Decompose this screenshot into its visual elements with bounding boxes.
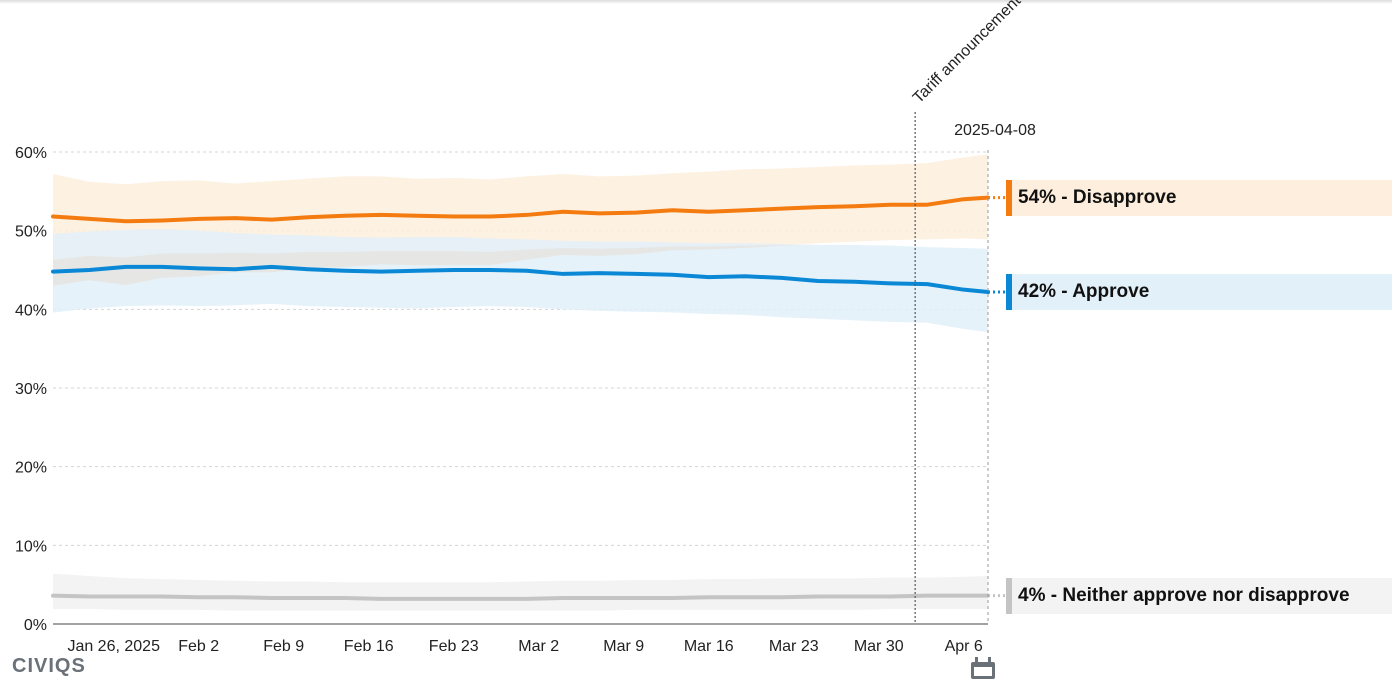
calendar-icon[interactable] (969, 657, 997, 679)
annotation-label: Tariff announcement (910, 0, 1025, 107)
x-tick-label: Mar 9 (603, 638, 644, 655)
legend-label: 42% - Approve (1018, 281, 1150, 302)
y-tick-label: 60% (15, 145, 47, 162)
legend-color-bar (1006, 180, 1012, 216)
confidence-band (53, 154, 988, 260)
x-axis: Jan 26, 2025 Feb 2 Feb 9 Feb 16 Feb 23 Mar 2 M… (67, 638, 982, 655)
y-tick-label: 10% (15, 538, 47, 555)
confidence-band (53, 573, 988, 611)
x-tick-label: Mar 30 (854, 638, 904, 655)
legend-neither[interactable]: 4% - Neither approve nor disapprove (1006, 578, 1392, 614)
x-tick-label: Feb 23 (429, 638, 479, 655)
legend-label: 4% - Neither approve nor disapprove (1018, 585, 1350, 606)
series-line (51, 593, 990, 601)
y-tick-label: 30% (15, 381, 47, 398)
legend-color-bar (1006, 578, 1012, 614)
x-tick-label: Mar 16 (684, 638, 734, 655)
x-tick-label: Mar 2 (518, 638, 559, 655)
legend-disapprove[interactable]: 54% - Disapprove (1006, 180, 1392, 216)
gridlines (53, 151, 988, 625)
band-overlap (53, 244, 988, 286)
legend-color-bar (1006, 274, 1012, 310)
y-tick-label: 50% (15, 224, 47, 241)
confidence-bands (53, 154, 988, 611)
legend-label: 54% - Disapprove (1018, 187, 1177, 208)
y-axis: 0% 10% 20% 30% 40% 50% 60% (15, 145, 47, 634)
x-tick-label: Feb 2 (178, 638, 219, 655)
series-line (51, 195, 990, 224)
x-tick-label: Jan 26, 2025 (67, 638, 160, 655)
x-tick-label: Apr 6 (945, 638, 983, 655)
y-tick-label: 0% (24, 617, 47, 634)
series-line (51, 264, 990, 295)
x-tick-label: Feb 16 (344, 638, 394, 655)
y-tick-label: 40% (15, 302, 47, 319)
series-lines (51, 195, 1006, 601)
hover-date-label: 2025-04-08 (954, 122, 1036, 139)
legend-approve[interactable]: 42% - Approve (1006, 274, 1392, 310)
y-tick-label: 20% (15, 460, 47, 477)
civiqs-logo: CIVIQS (12, 655, 86, 677)
x-tick-label: Mar 23 (769, 638, 819, 655)
x-tick-label: Feb 9 (263, 638, 304, 655)
top-shadow (0, 0, 1392, 4)
